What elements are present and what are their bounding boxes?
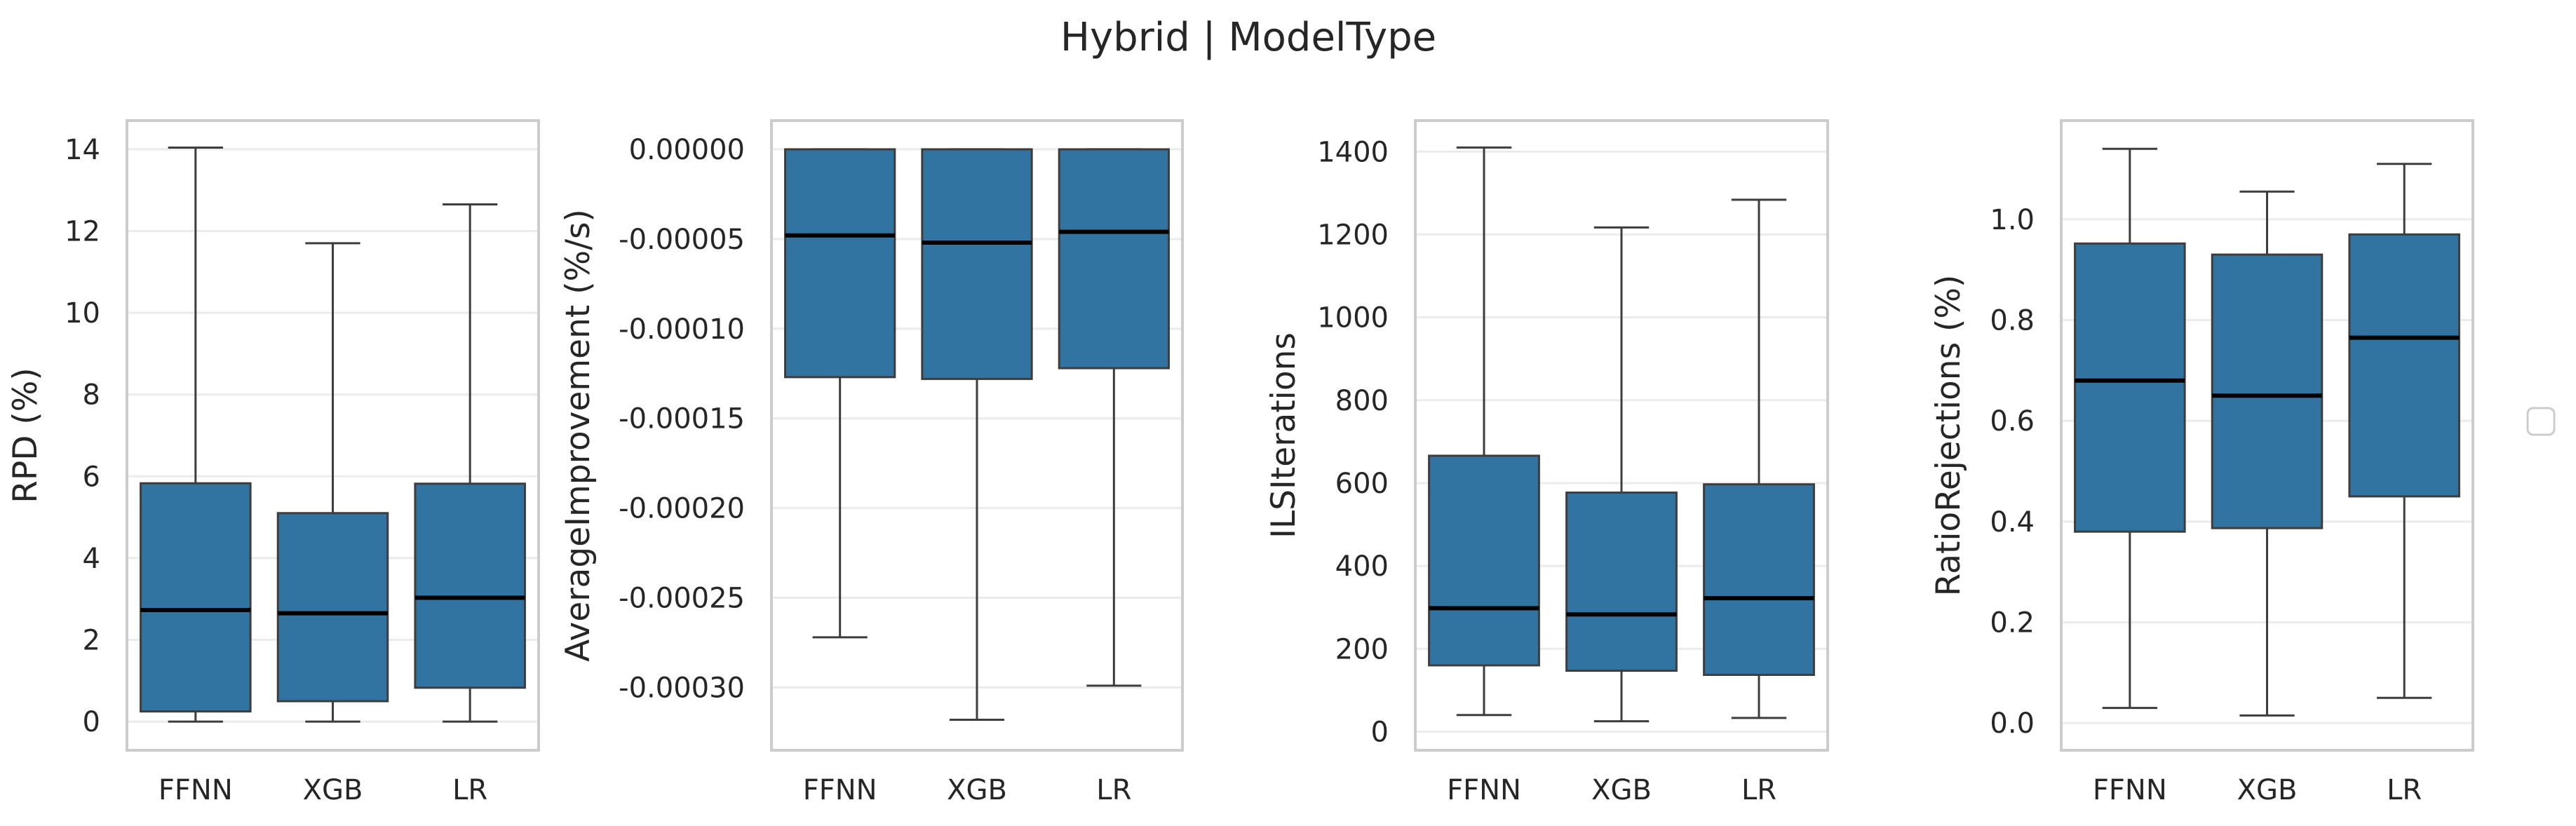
- y-tick-label: 0.8: [1990, 304, 2035, 337]
- box-lr: [414, 203, 526, 723]
- y-tick-label: -0.00025: [619, 583, 745, 615]
- x-tick-label: LR: [1096, 774, 1131, 806]
- y-tick-label: 1.0: [1990, 204, 2035, 236]
- iqr-box: [1058, 148, 1170, 370]
- panel-3: 0 200 400 600 800 1000 1200 1400 ILSIterations FF…: [1265, 119, 1829, 806]
- panel-1: 0 2 4 6 8 10 12 14 RPD (%) FFNN XGB LR: [6, 119, 540, 806]
- y-tick-label: 1400: [1317, 136, 1389, 168]
- x-tick-label: FFNN: [803, 774, 877, 806]
- box-ffnn: [1428, 146, 1540, 717]
- x-tick-label: XGB: [1591, 774, 1652, 806]
- y-tick-label: 10: [65, 297, 100, 330]
- panel-2: 0.00000 -0.00005 -0.00010 -0.00015 -0.00020 -…: [559, 119, 1184, 806]
- y-tick-label: 4: [83, 543, 100, 575]
- y-tick-label: 0.00000: [629, 134, 745, 166]
- y-tick-label: 800: [1335, 385, 1389, 417]
- iqr-box: [414, 482, 526, 689]
- box-xgb: [276, 242, 389, 723]
- y-tick-label: 200: [1335, 633, 1389, 665]
- y-tick-label: -0.00015: [619, 403, 745, 435]
- y-tick-label: -0.00005: [619, 224, 745, 256]
- x-tick-label: FFNN: [1447, 774, 1521, 806]
- x-tick-label: LR: [2387, 774, 2422, 806]
- box-lr: [1058, 148, 1170, 687]
- iqr-box: [2074, 242, 2186, 533]
- y-tick-label: 2: [83, 625, 100, 657]
- y-tick-label: -0.00030: [619, 672, 745, 704]
- iqr-box: [2211, 253, 2324, 529]
- x-tick-label: LR: [452, 774, 487, 806]
- y-tick-label: 0.0: [1990, 707, 2035, 740]
- y-axis-label: ILSIterations: [1265, 332, 1303, 539]
- box-lr: [2348, 163, 2460, 699]
- y-tick-label: 0.6: [1990, 405, 2035, 438]
- box-xgb: [1565, 226, 1678, 723]
- box-ffnn: [2074, 147, 2186, 710]
- axes-frame: [126, 119, 540, 752]
- y-tick-label: -0.00010: [619, 313, 745, 346]
- iqr-box: [1703, 483, 1815, 676]
- y-tick-label: 6: [83, 461, 100, 493]
- box-xgb: [2211, 190, 2324, 717]
- axes-frame: [1414, 119, 1829, 752]
- y-tick-label: 14: [65, 134, 100, 166]
- x-tick-label: LR: [1741, 774, 1776, 806]
- x-tick-label: XGB: [2237, 774, 2298, 806]
- iqr-box: [1565, 492, 1678, 672]
- y-tick-label: 12: [65, 215, 100, 248]
- y-axis-label: RPD (%): [6, 367, 45, 503]
- panels: 0 2 4 6 8 10 12 14 RPD (%) FFNN XGB LR 0.00000 -0.000…: [6, 119, 2474, 806]
- y-tick-label: -0.00020: [619, 493, 745, 525]
- y-tick-label: 1200: [1317, 219, 1389, 251]
- y-tick-label: 0.4: [1990, 506, 2035, 539]
- iqr-box: [921, 148, 1033, 380]
- x-tick-label: XGB: [947, 774, 1007, 806]
- y-axis-label: AverageImprovement (%/s): [559, 209, 598, 662]
- y-tick-label: 8: [83, 379, 100, 412]
- legend-box: [2526, 407, 2556, 436]
- y-axis-label: RatioRejections (%): [1929, 275, 1968, 597]
- box-ffnn: [140, 146, 252, 723]
- y-tick-label: 600: [1335, 468, 1389, 500]
- x-tick-label: FFNN: [2093, 774, 2167, 806]
- y-tick-label: 0.2: [1990, 607, 2035, 639]
- panel-4: 0.0 0.2 0.4 0.6 0.8 1.0 RatioRejections (%) FFN…: [1929, 119, 2474, 806]
- iqr-box: [276, 512, 389, 703]
- y-tick-label: 1000: [1317, 302, 1389, 334]
- box-xgb: [921, 148, 1033, 722]
- x-tick-label: XGB: [303, 774, 363, 806]
- y-tick-label: 0: [1371, 716, 1389, 748]
- axes-frame: [770, 119, 1184, 752]
- iqr-box: [784, 148, 896, 379]
- figure-title: Hybrid | ModelType: [1060, 15, 1436, 60]
- y-tick-label: 400: [1335, 550, 1389, 583]
- axes-frame: [2060, 119, 2474, 752]
- y-tick-label: 0: [83, 706, 100, 738]
- box-lr: [1703, 198, 1815, 719]
- iqr-box: [1428, 454, 1540, 667]
- iqr-box: [2348, 233, 2460, 498]
- x-tick-label: FFNN: [159, 774, 233, 806]
- box-ffnn: [784, 148, 896, 639]
- iqr-box: [140, 482, 252, 713]
